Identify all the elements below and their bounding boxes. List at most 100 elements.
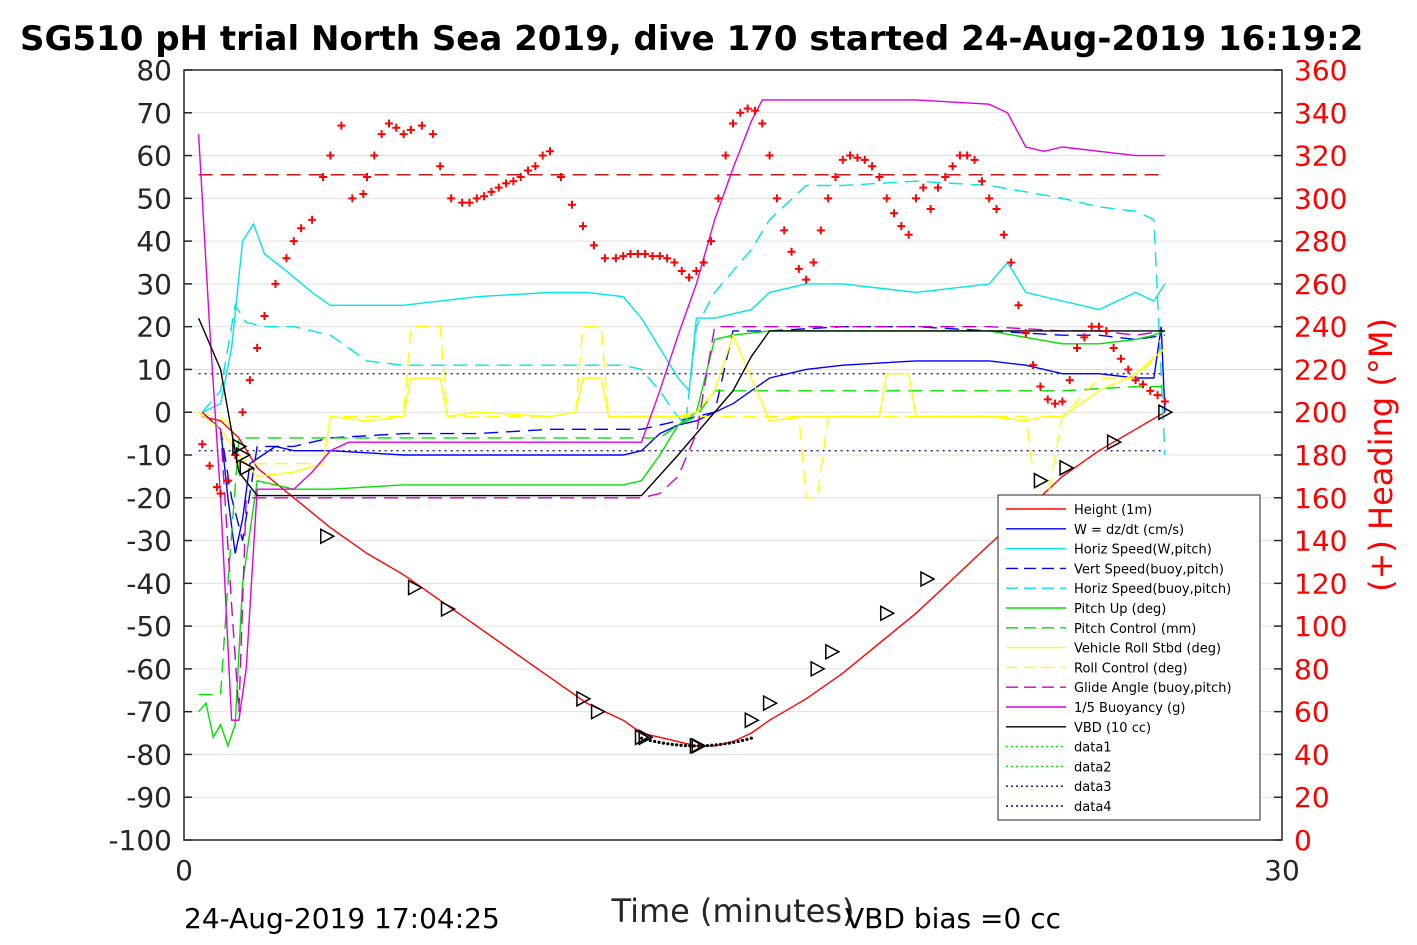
- triangle-marker: [762, 694, 779, 712]
- x-axis-label: Time (minutes): [611, 892, 855, 930]
- heading-point: [904, 230, 913, 239]
- bottom-dot: [736, 739, 740, 744]
- legend-entry: W = dz/dt (cm/s): [1074, 523, 1184, 538]
- heading-point: [1036, 382, 1045, 391]
- right-tick-label: 40: [1294, 738, 1330, 771]
- heading-point: [589, 241, 598, 250]
- heading-point: [977, 177, 986, 186]
- legend-entry: Pitch Up (deg): [1074, 602, 1166, 617]
- right-tick-label: 240: [1294, 311, 1347, 344]
- series-line-0: [202, 411, 1166, 747]
- heading-point: [282, 254, 291, 263]
- right-tick-label: 140: [1294, 525, 1347, 558]
- bottom-dot: [692, 744, 696, 748]
- right-tick-label: 120: [1294, 567, 1347, 600]
- triangle-marker: [319, 528, 336, 545]
- heading-point: [853, 153, 862, 162]
- heading-point: [677, 267, 686, 276]
- heading-point: [721, 151, 730, 160]
- heading-points: [198, 104, 1169, 498]
- heading-point: [611, 254, 620, 263]
- heading-point: [780, 226, 789, 235]
- heading-point: [685, 273, 694, 282]
- right-tick-label: 320: [1294, 140, 1347, 173]
- bottom-dot: [648, 738, 652, 743]
- heading-point: [787, 247, 796, 256]
- bottom-dot: [683, 743, 688, 748]
- legend-entry: VBD (10 cc): [1074, 721, 1151, 736]
- heading-point: [556, 172, 565, 181]
- heading-point: [868, 162, 877, 171]
- right-tick-label: 340: [1294, 97, 1347, 130]
- heading-point: [831, 172, 840, 181]
- heading-point: [875, 172, 884, 181]
- x-ticks: 0 30: [175, 854, 1300, 887]
- bottom-dot: [705, 743, 709, 748]
- left-y-ticks: 80 70 60 50 40 30 20 10 0 -10 -20 -30 -40 -50 -60 -70 -8…: [108, 54, 192, 857]
- triangle-marker: [810, 660, 826, 678]
- heading-point: [472, 194, 481, 203]
- legend-entry: Roll Control (deg): [1074, 661, 1188, 676]
- triangle-marker: [691, 737, 707, 755]
- heading-point: [1065, 376, 1074, 385]
- bottom-dot: [710, 743, 714, 747]
- heading-point: [487, 187, 496, 196]
- right-tick-label: 180: [1294, 439, 1347, 472]
- right-tick-label: 300: [1294, 182, 1347, 215]
- heading-point: [480, 192, 489, 201]
- heading-point: [524, 166, 533, 175]
- heading-point: [458, 198, 467, 207]
- heading-point: [933, 183, 942, 192]
- heading-point: [212, 483, 221, 492]
- heading-point: [999, 230, 1008, 239]
- bottom-dot: [661, 741, 666, 745]
- heading-point: [359, 190, 368, 199]
- triangle-marker: [920, 570, 936, 588]
- bottom-dot: [644, 737, 648, 741]
- heading-point: [289, 237, 298, 246]
- y-tick-label: -100: [108, 824, 172, 857]
- heading-point: [531, 162, 540, 171]
- bottom-dot: [688, 744, 692, 748]
- heading-point: [1124, 365, 1133, 374]
- heading-point: [337, 121, 346, 130]
- legend-entry: Vehicle Roll Stbd (deg): [1074, 642, 1221, 657]
- bottom-dot: [723, 742, 727, 746]
- heading-point: [750, 106, 759, 115]
- heading-point: [912, 194, 920, 203]
- triangle-marker: [1059, 459, 1075, 477]
- bottom-dot: [727, 741, 731, 745]
- heading-point: [655, 252, 664, 261]
- x-tick-label: 30: [1264, 854, 1300, 887]
- series-line-9: [201, 326, 1166, 712]
- heading-point: [802, 275, 811, 284]
- heading-point: [516, 172, 525, 181]
- triangle-marker: [590, 703, 607, 720]
- heading-point: [970, 155, 979, 164]
- heading-point: [838, 155, 847, 164]
- triangle-marker: [744, 711, 760, 729]
- y-tick-label: -60: [126, 653, 172, 686]
- right-tick-label: 0: [1294, 824, 1312, 857]
- heading-point: [205, 461, 214, 470]
- bottom-dot: [740, 738, 745, 743]
- right-y-ticks: 3603403203002802602402202001801601401201…: [1274, 54, 1347, 857]
- chart-title: SG510 pH trial North Sea 2019, dive 170 …: [20, 19, 1363, 59]
- heading-point: [370, 151, 379, 160]
- heading-point: [670, 258, 679, 267]
- right-tick-label: 20: [1294, 781, 1330, 814]
- heading-point: [648, 252, 657, 261]
- heading-point: [926, 205, 935, 214]
- heading-point: [714, 194, 723, 203]
- triangle-marker: [1033, 472, 1050, 489]
- legend-entry: Height (1m): [1074, 503, 1152, 518]
- heading-point: [502, 179, 511, 188]
- triangle-marker: [440, 600, 457, 618]
- heading-point: [245, 376, 254, 385]
- heading-point: [1051, 399, 1060, 408]
- right-tick-label: 80: [1294, 653, 1330, 686]
- y-tick-label: 50: [136, 182, 172, 215]
- heading-point: [772, 194, 781, 203]
- heading-point: [1160, 397, 1169, 406]
- heading-point: [1014, 301, 1023, 310]
